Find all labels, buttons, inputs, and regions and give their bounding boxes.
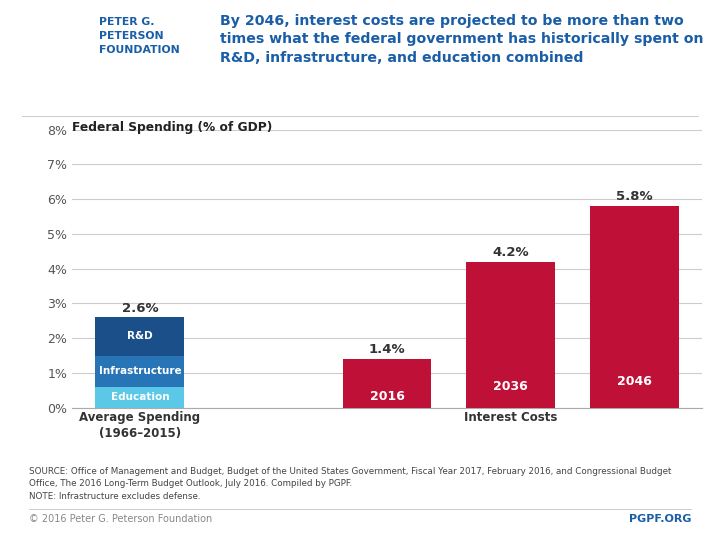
Polygon shape bbox=[45, 50, 66, 69]
Text: 2.6%: 2.6% bbox=[122, 301, 158, 314]
Bar bbox=[590, 206, 678, 408]
Text: FOUNDATION: FOUNDATION bbox=[99, 45, 180, 56]
Text: PETER G.: PETER G. bbox=[99, 17, 155, 28]
Text: © 2016 Peter G. Peterson Foundation: © 2016 Peter G. Peterson Foundation bbox=[29, 514, 212, 524]
Polygon shape bbox=[41, 69, 71, 100]
Text: 2016: 2016 bbox=[369, 390, 405, 403]
Bar bbox=[96, 387, 184, 408]
Bar bbox=[96, 318, 184, 355]
Text: Education: Education bbox=[111, 392, 169, 402]
Text: Office, The 2016 Long-Term Budget Outlook, July 2016. Compiled by PGPF.: Office, The 2016 Long-Term Budget Outloo… bbox=[29, 479, 352, 488]
Text: 1.4%: 1.4% bbox=[369, 343, 405, 356]
Text: SOURCE: Office of Management and Budget, Budget of the United States Government,: SOURCE: Office of Management and Budget,… bbox=[29, 467, 671, 476]
Polygon shape bbox=[45, 12, 56, 53]
Text: 2046: 2046 bbox=[616, 375, 652, 388]
Text: PGPF.ORG: PGPF.ORG bbox=[629, 514, 691, 524]
Polygon shape bbox=[56, 12, 66, 53]
Text: By 2046, interest costs are projected to be more than two
times what the federal: By 2046, interest costs are projected to… bbox=[220, 14, 703, 65]
Text: Average Spending
(1966–2015): Average Spending (1966–2015) bbox=[79, 411, 200, 441]
Text: Interest Costs: Interest Costs bbox=[464, 411, 557, 424]
Text: PETERSON: PETERSON bbox=[99, 31, 164, 42]
Text: 2036: 2036 bbox=[493, 380, 528, 393]
Text: 5.8%: 5.8% bbox=[616, 190, 652, 203]
Text: Federal Spending (% of GDP): Federal Spending (% of GDP) bbox=[72, 122, 272, 134]
Bar bbox=[96, 355, 184, 387]
Bar bbox=[343, 359, 431, 408]
Text: R&D: R&D bbox=[127, 332, 153, 341]
Text: Infrastructure: Infrastructure bbox=[99, 366, 181, 376]
Text: NOTE: Infrastructure excludes defense.: NOTE: Infrastructure excludes defense. bbox=[29, 492, 200, 501]
Text: 4.2%: 4.2% bbox=[492, 246, 529, 259]
Bar bbox=[466, 262, 555, 408]
